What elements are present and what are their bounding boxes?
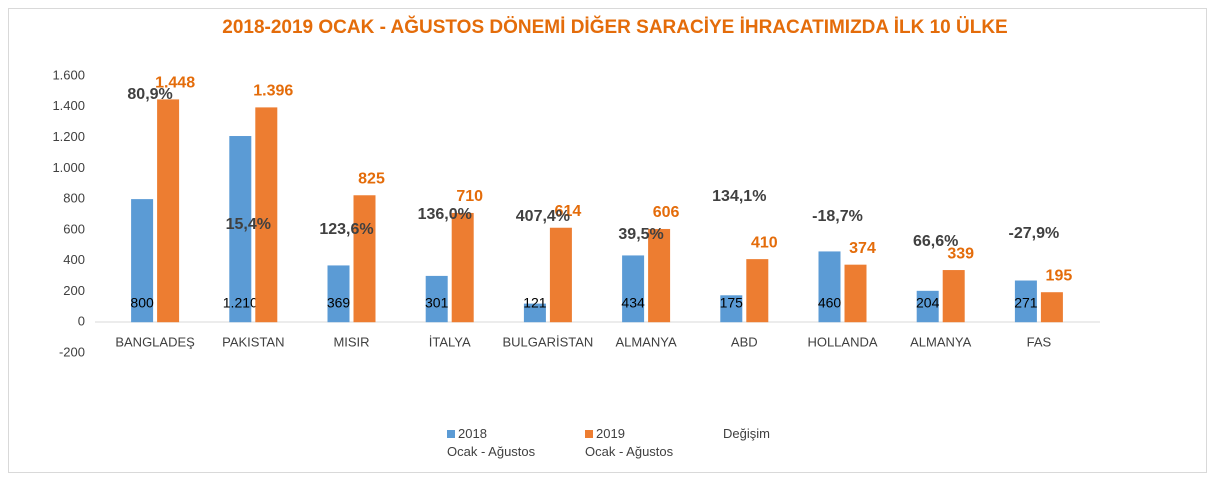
change-label: 123,6% <box>319 221 373 238</box>
data-label: 369 <box>327 295 351 311</box>
data-label: 800 <box>130 295 154 311</box>
data-label: 434 <box>621 295 645 311</box>
data-label: 121 <box>523 295 547 311</box>
change-label: 80,9% <box>127 86 172 103</box>
bar <box>327 265 350 323</box>
data-label: 195 <box>1046 267 1073 284</box>
bar <box>1040 292 1063 323</box>
change-label: -27,9% <box>1009 225 1060 242</box>
change-label: 407,4% <box>516 208 570 225</box>
y-tick-label: 1.400 <box>52 98 85 113</box>
bar <box>818 251 841 323</box>
bar <box>451 212 474 323</box>
data-label: 301 <box>425 295 449 311</box>
change-label: 134,1% <box>712 188 766 205</box>
x-tick-label: FAS <box>1027 334 1052 349</box>
data-label: 1.396 <box>253 83 293 100</box>
legend-swatch <box>585 430 593 438</box>
data-label: 710 <box>456 188 483 205</box>
x-tick-label: ABD <box>731 334 758 349</box>
data-label: 410 <box>751 234 778 251</box>
data-label: 271 <box>1014 295 1038 311</box>
data-label: 825 <box>358 170 385 187</box>
chart-border <box>8 8 1207 473</box>
bar <box>425 275 448 323</box>
bar <box>916 290 939 323</box>
change-label: 66,6% <box>913 233 958 250</box>
legend-text: Değişim <box>723 426 770 441</box>
x-tick-label: ALMANYA <box>910 334 971 349</box>
legend-text: 2019 Ocak - Ağustos <box>585 426 674 459</box>
bar <box>157 99 180 323</box>
change-label: 136,0% <box>418 206 472 223</box>
data-label: 175 <box>720 295 744 311</box>
data-label: 614 <box>555 203 582 220</box>
change-label: -18,7% <box>812 208 863 225</box>
chart-title: 2018-2019 OCAK - AĞUSTOS DÖNEMİ DİĞER SA… <box>222 16 1007 38</box>
legend-item: Değişim <box>723 425 770 443</box>
data-label: 606 <box>653 204 680 221</box>
legend-item: 2018 Ocak - Ağustos <box>447 425 535 461</box>
data-label: 460 <box>818 295 842 311</box>
change-label: 39,5% <box>618 226 663 243</box>
bar <box>746 259 769 323</box>
bar <box>844 264 867 323</box>
legend-text: 2018 Ocak - Ağustos <box>447 426 536 459</box>
bar <box>549 227 572 323</box>
bar <box>255 107 278 323</box>
data-label: 204 <box>916 295 940 311</box>
bar <box>622 255 645 323</box>
y-tick-label: 1.200 <box>52 129 85 144</box>
y-tick-label: 1.000 <box>52 160 85 175</box>
bar <box>942 270 965 323</box>
bar <box>1014 280 1037 323</box>
y-tick-label: 0 <box>78 314 85 329</box>
x-tick-label: ALMANYA <box>616 334 677 349</box>
bar <box>131 199 154 323</box>
y-tick-label: 800 <box>63 191 85 206</box>
y-tick-label: -200 <box>59 344 85 359</box>
bar <box>353 195 376 323</box>
x-tick-label: PAKISTAN <box>222 334 284 349</box>
y-tick-label: 200 <box>63 283 85 298</box>
y-tick-label: 400 <box>63 252 85 267</box>
legend-item: 2019 Ocak - Ağustos <box>585 425 673 461</box>
x-tick-label: BANGLADEŞ <box>115 334 195 349</box>
legend-swatch <box>447 430 455 438</box>
bar <box>648 228 671 323</box>
bar <box>229 136 252 323</box>
x-tick-label: MISIR <box>333 334 369 349</box>
x-tick-label: BULGARİSTAN <box>503 334 594 349</box>
data-label: 339 <box>947 245 974 262</box>
change-label: 15,4% <box>226 216 271 233</box>
bar <box>523 303 546 323</box>
x-tick-label: İTALYA <box>429 334 471 349</box>
data-label: 1.448 <box>155 75 195 92</box>
y-tick-label: 1.600 <box>52 67 85 82</box>
data-label: 1.210 <box>223 295 258 311</box>
data-label: 374 <box>849 240 876 257</box>
bar <box>720 295 743 323</box>
y-tick-label: 600 <box>63 221 85 236</box>
x-tick-label: HOLLANDA <box>807 334 877 349</box>
